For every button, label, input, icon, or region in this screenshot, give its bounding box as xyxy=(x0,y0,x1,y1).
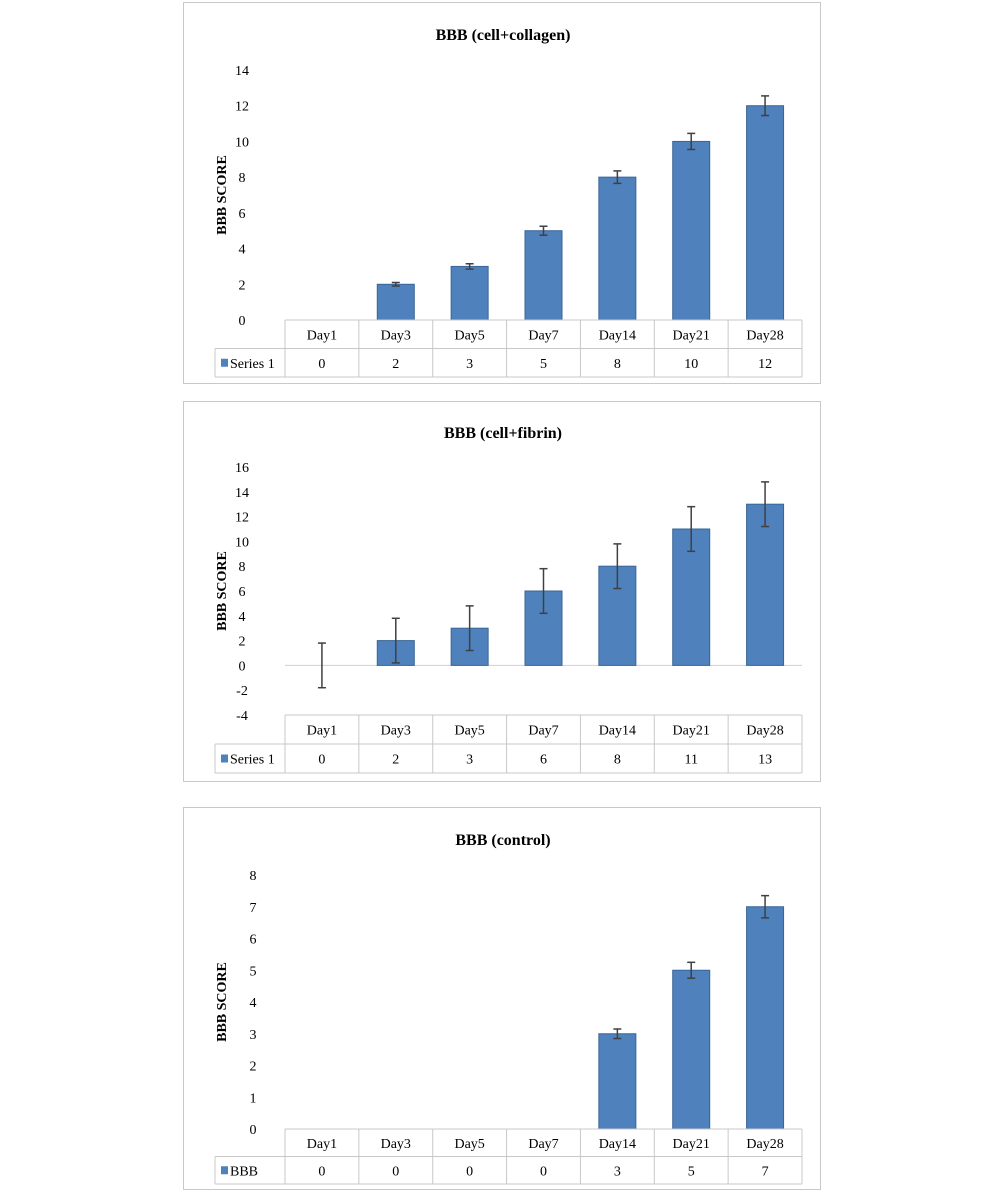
legend-key xyxy=(221,1166,228,1175)
table-value: 5 xyxy=(688,1164,695,1179)
table-value: 10 xyxy=(684,357,698,372)
table-value: 12 xyxy=(758,357,772,372)
bar xyxy=(450,265,489,321)
y-tick-label: 6 xyxy=(250,933,257,948)
bar xyxy=(746,105,785,321)
y-tick-label: 12 xyxy=(235,100,249,115)
category-label: Day21 xyxy=(673,1137,710,1152)
bar xyxy=(672,969,711,1130)
category-label: Day14 xyxy=(599,328,636,343)
y-tick-label: 6 xyxy=(239,585,246,600)
category-label: Day21 xyxy=(673,724,710,739)
category-label: Day14 xyxy=(599,724,636,739)
bar xyxy=(746,503,785,666)
legend-series-name: Series 1 xyxy=(230,753,275,768)
table-value: 3 xyxy=(614,1164,621,1179)
table-value: 0 xyxy=(318,1164,325,1179)
category-label: Day7 xyxy=(528,328,558,343)
y-tick-label: 3 xyxy=(250,1028,257,1043)
category-label: Day5 xyxy=(454,1137,484,1152)
category-label: Day28 xyxy=(746,328,783,343)
y-tick-label: 10 xyxy=(235,535,249,550)
chart-svg-fibrin: BBB (cell+fibrin) BBB SCORE -4 -2 0 2 4 6 8 10 12 1… xyxy=(214,425,803,774)
category-label: Day3 xyxy=(381,1137,411,1152)
table-value: 7 xyxy=(762,1164,769,1179)
table-value: 0 xyxy=(318,357,325,372)
y-tick-label: 7 xyxy=(250,901,257,916)
table-value: 0 xyxy=(466,1164,473,1179)
y-tick-label: 2 xyxy=(239,635,246,650)
y-tick-label: -2 xyxy=(236,684,248,699)
y-tick-label: 4 xyxy=(239,243,246,258)
category-label: Day1 xyxy=(307,724,337,739)
category-label: Day1 xyxy=(307,1137,337,1152)
bar xyxy=(524,230,563,321)
y-tick-label: 8 xyxy=(250,869,257,884)
table-value: 2 xyxy=(392,357,399,372)
y-tick-label: 8 xyxy=(239,171,246,186)
y-tick-label: 4 xyxy=(239,610,246,625)
category-label: Day5 xyxy=(454,328,484,343)
y-tick-label: 2 xyxy=(250,1060,257,1075)
table-value: 3 xyxy=(466,357,473,372)
table-value: 13 xyxy=(758,753,772,768)
y-tick-label: 4 xyxy=(250,996,257,1011)
chart-svg-collagen: BBB (cell+collagen) BBB SCORE 0 2 4 6 8 10 12 14 D… xyxy=(214,27,803,378)
chart-panel-collagen: BBB (cell+collagen) BBB SCORE 0 2 4 6 8 10 12 14 D… xyxy=(183,2,821,384)
y-tick-label: 16 xyxy=(235,461,249,476)
y-tick-label: -4 xyxy=(236,709,248,724)
table-value: 8 xyxy=(614,753,621,768)
chart-svg-control: BBB (control) BBB SCORE 0 1 2 3 4 5 6 7 8 Day1 Day3 D… xyxy=(214,832,803,1185)
bar xyxy=(376,283,415,321)
chart-panel-fibrin: BBB (cell+fibrin) BBB SCORE -4 -2 0 2 4 6 8 10 12 1… xyxy=(183,401,821,782)
table-value: 8 xyxy=(614,357,621,372)
table-value: 0 xyxy=(392,1164,399,1179)
table-value: 0 xyxy=(540,1164,547,1179)
category-label: Day5 xyxy=(454,724,484,739)
y-tick-label: 14 xyxy=(235,486,249,501)
y-tick-label: 5 xyxy=(250,964,257,979)
y-tick-label: 2 xyxy=(239,278,246,293)
category-label: Day28 xyxy=(746,724,783,739)
table-value: 11 xyxy=(684,753,697,768)
y-tick-label: 6 xyxy=(239,207,246,222)
category-label: Day28 xyxy=(746,1137,783,1152)
y-axis-label: BBB SCORE xyxy=(215,551,230,631)
chart-title: BBB (control) xyxy=(455,832,550,849)
category-label: Day7 xyxy=(528,1137,558,1152)
y-tick-label: 1 xyxy=(250,1091,257,1106)
category-label: Day1 xyxy=(307,328,337,343)
y-tick-label: 0 xyxy=(250,1123,257,1138)
category-label: Day14 xyxy=(599,1137,636,1152)
y-tick-label: 0 xyxy=(239,659,246,674)
category-label: Day21 xyxy=(673,328,710,343)
table-value: 0 xyxy=(318,753,325,768)
y-tick-label: 0 xyxy=(239,314,246,329)
chart-title: BBB (cell+fibrin) xyxy=(444,425,562,442)
table-value: 3 xyxy=(466,753,473,768)
y-tick-label: 14 xyxy=(235,64,249,79)
y-tick-label: 10 xyxy=(235,135,249,150)
category-label: Day3 xyxy=(381,724,411,739)
legend-key xyxy=(221,358,228,367)
table-value: 5 xyxy=(540,357,547,372)
bar xyxy=(672,140,711,321)
chart-panel-control: BBB (control) BBB SCORE 0 1 2 3 4 5 6 7 8 Day1 Day3 D… xyxy=(183,807,821,1190)
chart-title: BBB (cell+collagen) xyxy=(436,27,571,44)
legend-series-name: Series 1 xyxy=(230,357,275,372)
category-label: Day3 xyxy=(381,328,411,343)
y-axis-label: BBB SCORE xyxy=(215,155,230,235)
bar xyxy=(598,176,637,321)
y-tick-label: 8 xyxy=(239,560,246,575)
y-axis-label: BBB SCORE xyxy=(215,962,230,1042)
bar xyxy=(598,1033,637,1130)
category-label: Day7 xyxy=(528,724,558,739)
legend-key xyxy=(221,754,228,763)
legend-series-name: BBB xyxy=(230,1164,258,1179)
table-value: 2 xyxy=(392,753,399,768)
y-tick-label: 12 xyxy=(235,511,249,526)
table-value: 6 xyxy=(540,753,547,768)
bar xyxy=(746,906,785,1130)
